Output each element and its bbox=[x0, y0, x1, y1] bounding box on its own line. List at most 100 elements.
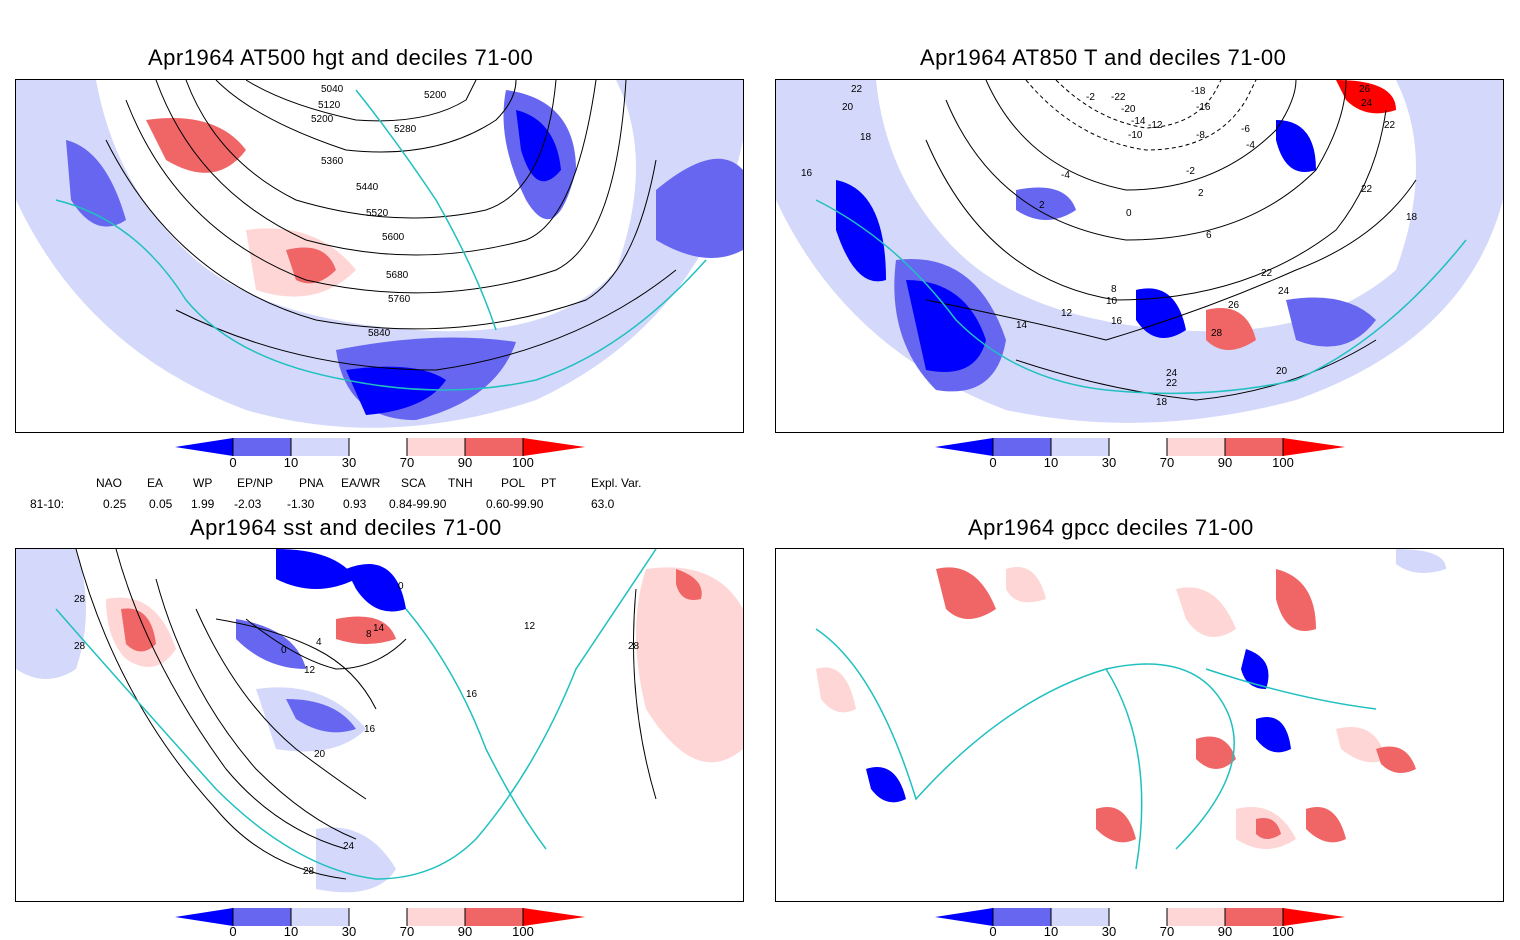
svg-text:14: 14 bbox=[373, 623, 385, 634]
legend-bar-sst bbox=[175, 908, 585, 926]
legend-gpcc: 0 10 30 70 90 100 bbox=[935, 908, 1345, 939]
svg-text:24: 24 bbox=[343, 841, 355, 852]
index-header-expl-var: Expl. Var. bbox=[591, 476, 642, 490]
panel-title-sst: Apr1964 sst and deciles 71-00 bbox=[190, 515, 502, 540]
panel-title-at850: Apr1964 AT850 T and deciles 71-00 bbox=[920, 45, 1287, 70]
map-panel-at500: 5040 5120 5200 5200 5280 5360 5440 5520 … bbox=[15, 79, 744, 433]
svg-text:28: 28 bbox=[628, 641, 640, 652]
legend-tick: 0 bbox=[989, 924, 997, 939]
index-header-pna: PNA bbox=[299, 476, 324, 490]
svg-text:16: 16 bbox=[466, 689, 478, 700]
svg-text:-14: -14 bbox=[1131, 116, 1146, 127]
svg-text:5840: 5840 bbox=[368, 328, 391, 339]
svg-text:22: 22 bbox=[851, 84, 863, 95]
svg-text:5200: 5200 bbox=[311, 114, 334, 125]
legend-tick: 90 bbox=[457, 455, 473, 470]
legend-tick: 100 bbox=[512, 455, 534, 470]
svg-text:22: 22 bbox=[1166, 378, 1178, 389]
svg-text:16: 16 bbox=[1111, 316, 1123, 327]
svg-text:8: 8 bbox=[366, 629, 372, 640]
legend-tick: 0 bbox=[229, 924, 237, 939]
index-header-eawr: EA/WR bbox=[341, 476, 381, 490]
map-panel-at850: 22 20 18 16 -2 -22 -20 -18 -16 -14 -12 -… bbox=[775, 79, 1504, 433]
index-header-tnh: TNH bbox=[448, 476, 473, 490]
map-panel-sst: 28 28 0 4 8 14 0 12 16 16 20 24 28 28 12 bbox=[15, 548, 744, 902]
svg-text:24: 24 bbox=[1166, 368, 1178, 379]
legend-sst: 0 10 30 70 90 100 bbox=[175, 908, 585, 939]
legend-tick: 10 bbox=[283, 455, 299, 470]
svg-text:5200: 5200 bbox=[424, 90, 447, 101]
svg-text:-4: -4 bbox=[1246, 140, 1255, 151]
svg-text:4: 4 bbox=[316, 637, 322, 648]
index-value-nao: 0.25 bbox=[103, 497, 127, 511]
svg-text:10: 10 bbox=[1106, 296, 1118, 307]
legend-bar-at500 bbox=[175, 438, 585, 456]
panel-title-at500: Apr1964 AT500 hgt and deciles 71-00 bbox=[148, 45, 534, 70]
svg-text:5440: 5440 bbox=[356, 182, 379, 193]
legend-tick: 30 bbox=[1101, 455, 1117, 470]
svg-text:-2: -2 bbox=[1186, 166, 1195, 177]
svg-text:-6: -6 bbox=[1241, 124, 1250, 135]
index-header-ea: EA bbox=[147, 476, 164, 490]
svg-text:5360: 5360 bbox=[321, 156, 344, 167]
map-sst-graphic: 28 28 0 4 8 14 0 12 16 16 20 24 28 28 12 bbox=[16, 549, 743, 901]
map-at850-graphic: 22 20 18 16 -2 -22 -20 -18 -16 -14 -12 -… bbox=[776, 80, 1503, 423]
legend-bar-gpcc bbox=[935, 908, 1345, 926]
map-panel-gpcc bbox=[775, 548, 1504, 902]
svg-text:20: 20 bbox=[314, 749, 326, 760]
index-header-nao: NAO bbox=[96, 476, 123, 490]
svg-text:18: 18 bbox=[1406, 212, 1418, 223]
index-row-label: 81-10: bbox=[30, 497, 65, 511]
svg-text:0: 0 bbox=[281, 645, 287, 656]
svg-text:5520: 5520 bbox=[366, 208, 389, 219]
svg-text:2: 2 bbox=[1039, 200, 1045, 211]
svg-text:5040: 5040 bbox=[321, 84, 344, 95]
legend-tick: 10 bbox=[1043, 924, 1059, 939]
svg-text:26: 26 bbox=[1228, 300, 1240, 311]
legend-tick: 90 bbox=[1217, 924, 1233, 939]
map-at500-graphic: 5040 5120 5200 5200 5280 5360 5440 5520 … bbox=[16, 80, 743, 428]
map-gpcc-graphic bbox=[815, 549, 1446, 870]
index-value-pol-pt: 0.60-99.90 bbox=[486, 497, 544, 511]
legend-tick: 90 bbox=[457, 924, 473, 939]
index-header-wp: WP bbox=[193, 476, 213, 490]
svg-text:14: 14 bbox=[1016, 320, 1028, 331]
svg-text:20: 20 bbox=[842, 102, 854, 113]
svg-text:5760: 5760 bbox=[388, 294, 411, 305]
legend-tick: 30 bbox=[341, 455, 357, 470]
legend-tick: 10 bbox=[1043, 455, 1059, 470]
svg-text:-12: -12 bbox=[1148, 120, 1163, 131]
legend-at850: 0 10 30 70 90 100 bbox=[935, 438, 1345, 474]
legend-tick: 30 bbox=[341, 924, 357, 939]
legend-tick: 10 bbox=[283, 924, 299, 939]
svg-text:22: 22 bbox=[1384, 120, 1396, 131]
svg-text:-18: -18 bbox=[1191, 86, 1206, 97]
svg-text:22: 22 bbox=[1261, 268, 1273, 279]
svg-text:-4: -4 bbox=[1061, 170, 1070, 181]
svg-text:-10: -10 bbox=[1128, 130, 1143, 141]
index-value-wp: 1.99 bbox=[191, 497, 215, 511]
legend-tick: 100 bbox=[1272, 455, 1294, 470]
legend-tick: 70 bbox=[1159, 924, 1175, 939]
index-header-sca: SCA bbox=[401, 476, 426, 490]
index-value-ea: 0.05 bbox=[149, 497, 173, 511]
legend-tick: 70 bbox=[1159, 455, 1175, 470]
svg-text:18: 18 bbox=[860, 132, 872, 143]
svg-text:28: 28 bbox=[74, 641, 86, 652]
svg-text:0: 0 bbox=[1126, 208, 1132, 219]
legend-tick: 70 bbox=[399, 455, 415, 470]
legend-bar-at850 bbox=[935, 438, 1345, 456]
panel-title-gpcc: Apr1964 gpcc deciles 71-00 bbox=[968, 515, 1254, 540]
svg-text:28: 28 bbox=[74, 594, 86, 605]
svg-text:0: 0 bbox=[398, 581, 404, 592]
legend-at500: 0 10 30 70 90 100 bbox=[175, 438, 585, 474]
svg-text:5120: 5120 bbox=[318, 100, 341, 111]
legend-tick: 100 bbox=[1272, 924, 1294, 939]
svg-text:16: 16 bbox=[801, 168, 813, 179]
legend-tick: 30 bbox=[1101, 924, 1117, 939]
svg-text:26: 26 bbox=[1359, 84, 1371, 95]
svg-text:24: 24 bbox=[1278, 286, 1290, 297]
svg-text:-22: -22 bbox=[1111, 92, 1126, 103]
svg-text:22: 22 bbox=[1361, 184, 1373, 195]
svg-text:5600: 5600 bbox=[382, 232, 405, 243]
